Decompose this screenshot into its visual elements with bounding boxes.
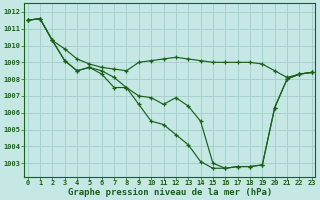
X-axis label: Graphe pression niveau de la mer (hPa): Graphe pression niveau de la mer (hPa)	[68, 188, 272, 197]
